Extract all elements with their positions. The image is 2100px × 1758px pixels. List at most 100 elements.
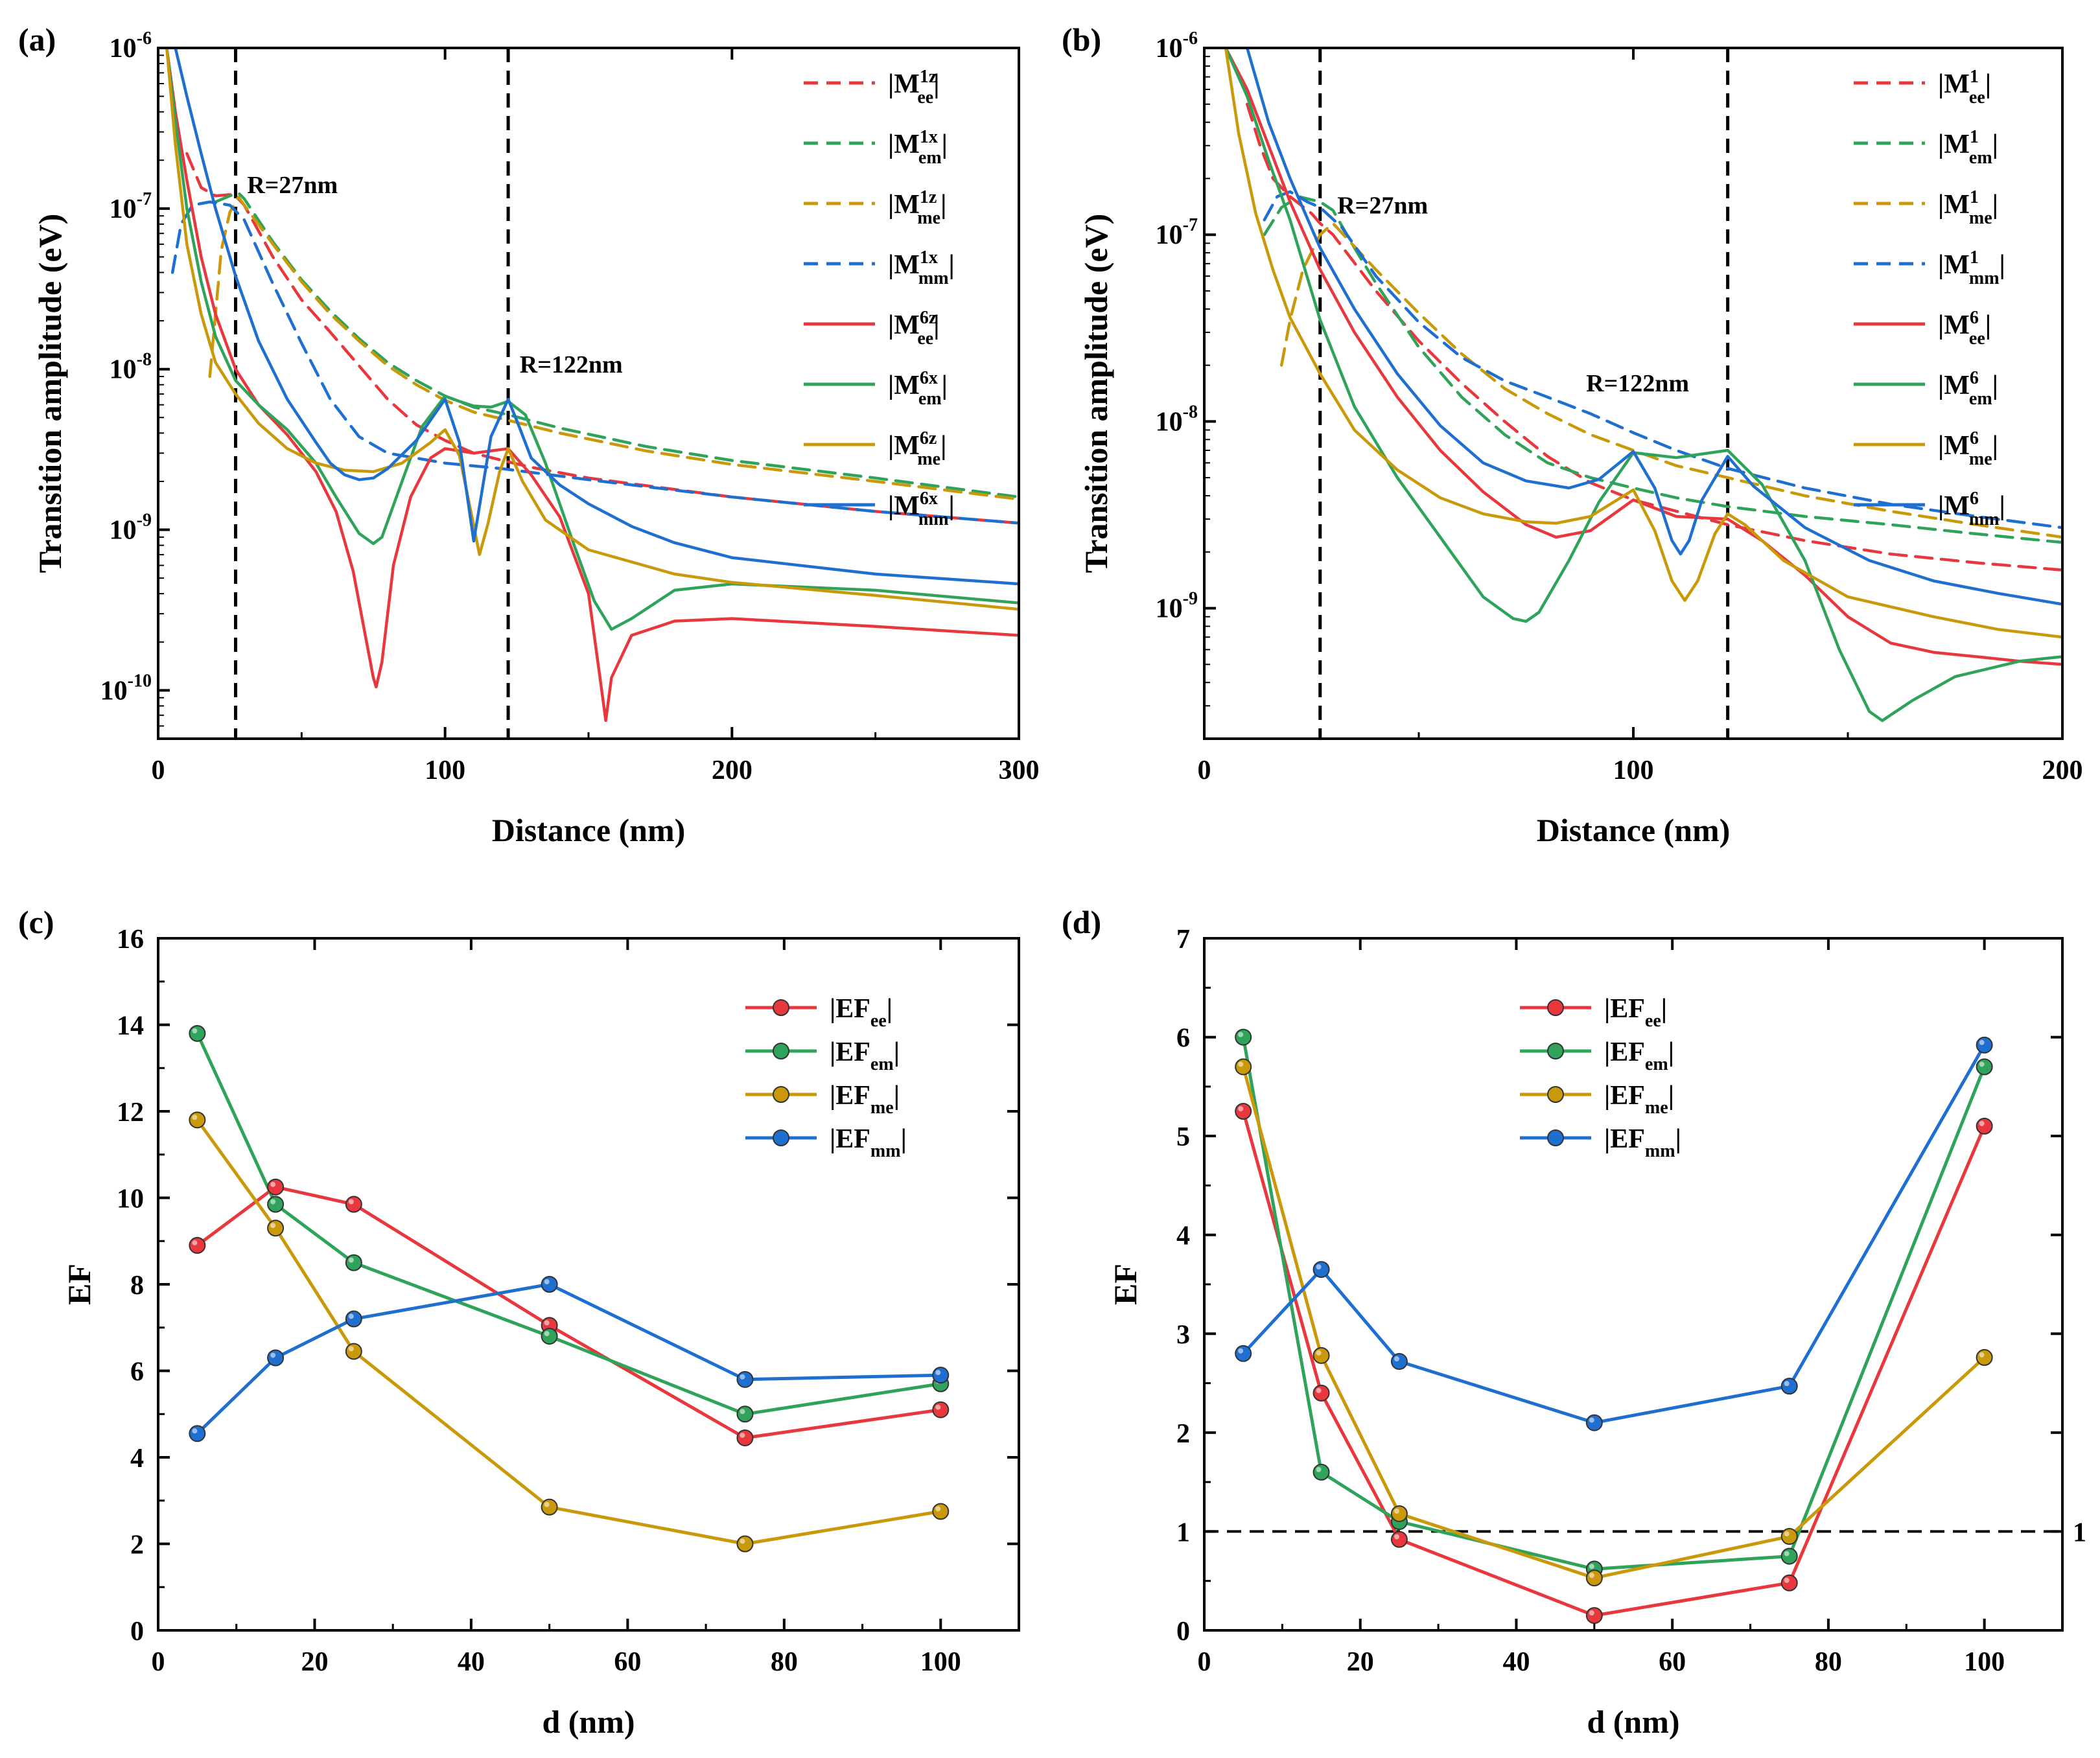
point-highlight (1316, 1466, 1322, 1472)
legend-entry-|M_ee^6|: |M6 ee| (1938, 308, 1991, 349)
point-highlight (935, 1370, 941, 1376)
data-point-|EF_em| (1780, 1547, 1798, 1565)
series-line-|M_ee^6z| (165, 48, 1019, 723)
series-lines (1241, 1035, 1987, 1617)
data-point-|EF_mm| (1585, 1414, 1603, 1431)
legend-entry-|M_ee^1z|: |M1z ee| (888, 67, 939, 108)
data-point-|EF_ee| (1976, 1117, 1993, 1135)
y-tick-label: 4 (130, 1444, 144, 1474)
y-tick-label: 0 (130, 1617, 144, 1647)
point-highlight (1589, 1417, 1594, 1423)
x-tick-label: 60 (1659, 1647, 1686, 1677)
panel-label: (a) (18, 21, 56, 58)
x-tick-label: 300 (999, 756, 1040, 785)
y-tick-label: 1 (1176, 1518, 1190, 1547)
data-point-|EF_me| (1235, 1058, 1252, 1076)
point-highlight (1394, 1534, 1399, 1540)
x-tick-label: 40 (458, 1647, 485, 1677)
data-point-|EF_mm| (189, 1425, 206, 1442)
data-point-|EF_me| (1780, 1528, 1798, 1545)
y-tick-label: 3 (1176, 1320, 1190, 1350)
x-tick-label: 200 (2042, 756, 2083, 785)
data-point-|EF_ee| (736, 1429, 754, 1446)
series-line-|M_me^6z| (165, 48, 1019, 611)
point-highlight (1784, 1551, 1790, 1556)
point-highlight (348, 1199, 354, 1205)
legend-marker (1547, 999, 1564, 1016)
data-point-|EF_ee| (1585, 1607, 1603, 1625)
point-highlight (935, 1404, 941, 1410)
series-line-|M_mm^6x| (174, 48, 1019, 586)
legend-entry-|M_me^6|: |M6 me| (1938, 428, 1998, 469)
data-point-|EF_mm| (1390, 1353, 1408, 1371)
series-line-|EF_mm| (195, 1282, 942, 1435)
y-tick-label: 10-7 (110, 189, 152, 224)
point-highlight (740, 1374, 745, 1380)
series-line-|M_mm^1| (1263, 190, 2062, 529)
legend-entry-|EF_me|: |EFme| (1604, 1081, 1674, 1118)
legend-entry-|M_me^1z|: |M1z me| (888, 187, 946, 228)
x-tick-label: 100 (1613, 756, 1654, 785)
x-axis-label: d (nm) (542, 1704, 635, 1740)
data-point-|EF_me| (736, 1535, 754, 1553)
series-line-|M_ee^6| (1224, 48, 2062, 666)
y-tick-label: 10-6 (1156, 29, 1198, 64)
y-tick-label: 10-9 (1156, 589, 1198, 624)
series-line-|EF_em| (195, 1032, 942, 1416)
data-point-|EF_ee| (345, 1196, 362, 1213)
y-axis-label: Transition amplitude (eV) (32, 214, 68, 573)
hline-label: 1 (2073, 1518, 2086, 1547)
data-point-|EF_me| (267, 1220, 285, 1237)
point-highlight (192, 1028, 198, 1034)
data-point-|EF_mm| (345, 1310, 362, 1328)
legend-entry-|M_mm^1x|: |M1x mm| (888, 248, 955, 288)
y-tick-label: 7 (1176, 925, 1190, 954)
x-axis-label: d (nm) (1587, 1704, 1679, 1740)
legend-entry-|EF_em|: |EFem| (830, 1037, 900, 1074)
data-point-|EF_me| (541, 1498, 558, 1516)
point-highlight (1979, 1039, 1985, 1045)
point-highlight (1394, 1508, 1399, 1514)
legend-entry-|M_ee^1|: |M1 ee| (1938, 67, 1991, 108)
data-point-|EF_em| (541, 1328, 558, 1345)
point-highlight (270, 1199, 276, 1205)
x-tick-label: 0 (152, 1647, 165, 1677)
series-line-|M_me^6| (1224, 48, 2062, 639)
legend-entry-|EF_mm|: |EFmm| (1604, 1124, 1681, 1161)
point-highlight (1238, 1106, 1244, 1111)
point-highlight (270, 1223, 276, 1229)
point-highlight (1394, 1356, 1399, 1362)
x-tick-label: 100 (425, 756, 465, 785)
data-point-|EF_me| (1312, 1347, 1330, 1364)
point-highlight (740, 1538, 745, 1544)
annotation: R=27nm (247, 172, 338, 199)
x-tick-label: 60 (614, 1647, 641, 1677)
x-tick-label: 100 (1964, 1647, 2005, 1677)
data-point-|EF_em| (1312, 1463, 1330, 1481)
y-tick-label: 2 (130, 1531, 144, 1560)
data-point-|EF_mm| (1235, 1345, 1252, 1362)
series-line-|M_em^6| (1224, 48, 2062, 723)
data-point-|EF_me| (189, 1111, 206, 1129)
point-highlight (270, 1352, 276, 1358)
series-line-|M_em^1| (1263, 195, 2062, 544)
data-point-|EF_em| (189, 1024, 206, 1042)
series-line-|M_em^6x| (165, 48, 1019, 631)
y-tick-label: 6 (1176, 1024, 1190, 1054)
point-highlight (544, 1279, 550, 1284)
x-tick-label: 80 (1815, 1647, 1842, 1677)
point-highlight (1589, 1564, 1594, 1569)
legend-marker (773, 1086, 789, 1103)
point-highlight (1979, 1061, 1985, 1067)
annotation: R=122nm (1586, 370, 1689, 397)
data-point-|EF_me| (932, 1503, 950, 1520)
y-tick-label: 0 (1176, 1617, 1190, 1647)
y-tick-label: 10-7 (1156, 215, 1198, 250)
x-tick-label: 0 (1198, 756, 1211, 785)
x-tick-label: 200 (712, 756, 752, 785)
point-highlight (192, 1115, 198, 1120)
data-point-|EF_ee| (1235, 1103, 1252, 1120)
point-highlight (1316, 1387, 1322, 1393)
x-tick-label: 20 (1347, 1647, 1374, 1677)
